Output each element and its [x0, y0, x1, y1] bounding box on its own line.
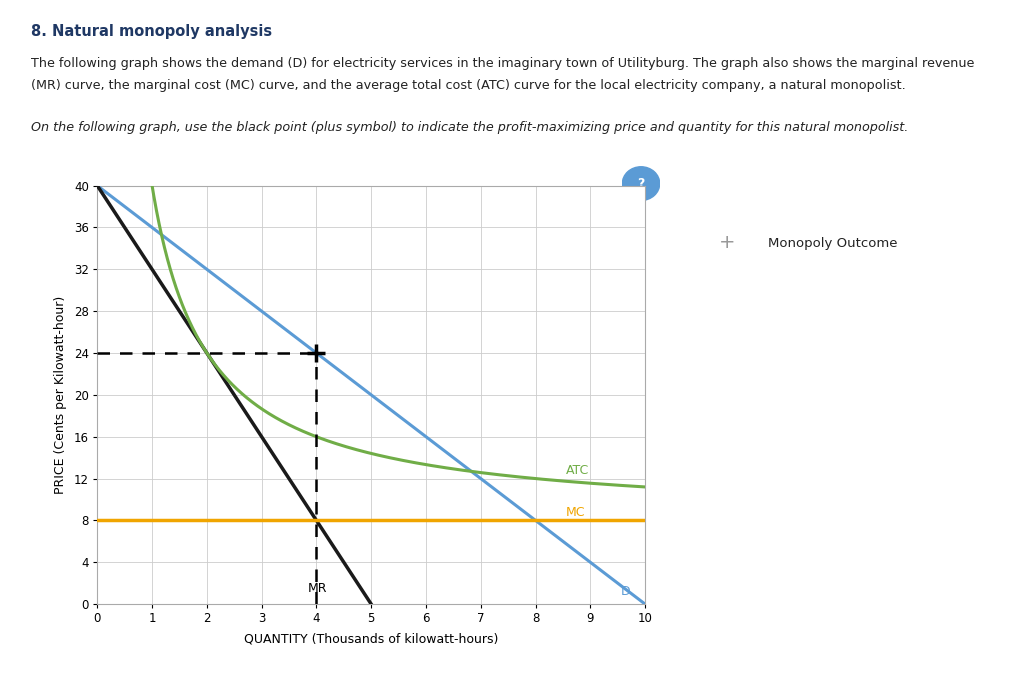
Text: Monopoly Outcome: Monopoly Outcome: [768, 236, 897, 250]
Circle shape: [623, 167, 659, 200]
Y-axis label: PRICE (Cents per Kilowatt-hour): PRICE (Cents per Kilowatt-hour): [54, 296, 67, 494]
Text: ?: ?: [637, 177, 645, 190]
Text: MR: MR: [308, 582, 328, 595]
Text: ATC: ATC: [565, 464, 589, 477]
Text: 8. Natural monopoly analysis: 8. Natural monopoly analysis: [31, 24, 271, 38]
Text: On the following graph, use the black point (plus symbol) to indicate the profit: On the following graph, use the black po…: [31, 122, 908, 134]
Text: MC: MC: [565, 506, 585, 518]
Text: D: D: [621, 585, 630, 598]
X-axis label: QUANTITY (Thousands of kilowatt-hours): QUANTITY (Thousands of kilowatt-hours): [244, 632, 499, 645]
Text: The following graph shows the demand (D) for electricity services in the imagina: The following graph shows the demand (D)…: [31, 57, 974, 70]
Text: +: +: [719, 234, 735, 252]
Text: (MR) curve, the marginal cost (MC) curve, and the average total cost (ATC) curve: (MR) curve, the marginal cost (MC) curve…: [31, 79, 905, 92]
